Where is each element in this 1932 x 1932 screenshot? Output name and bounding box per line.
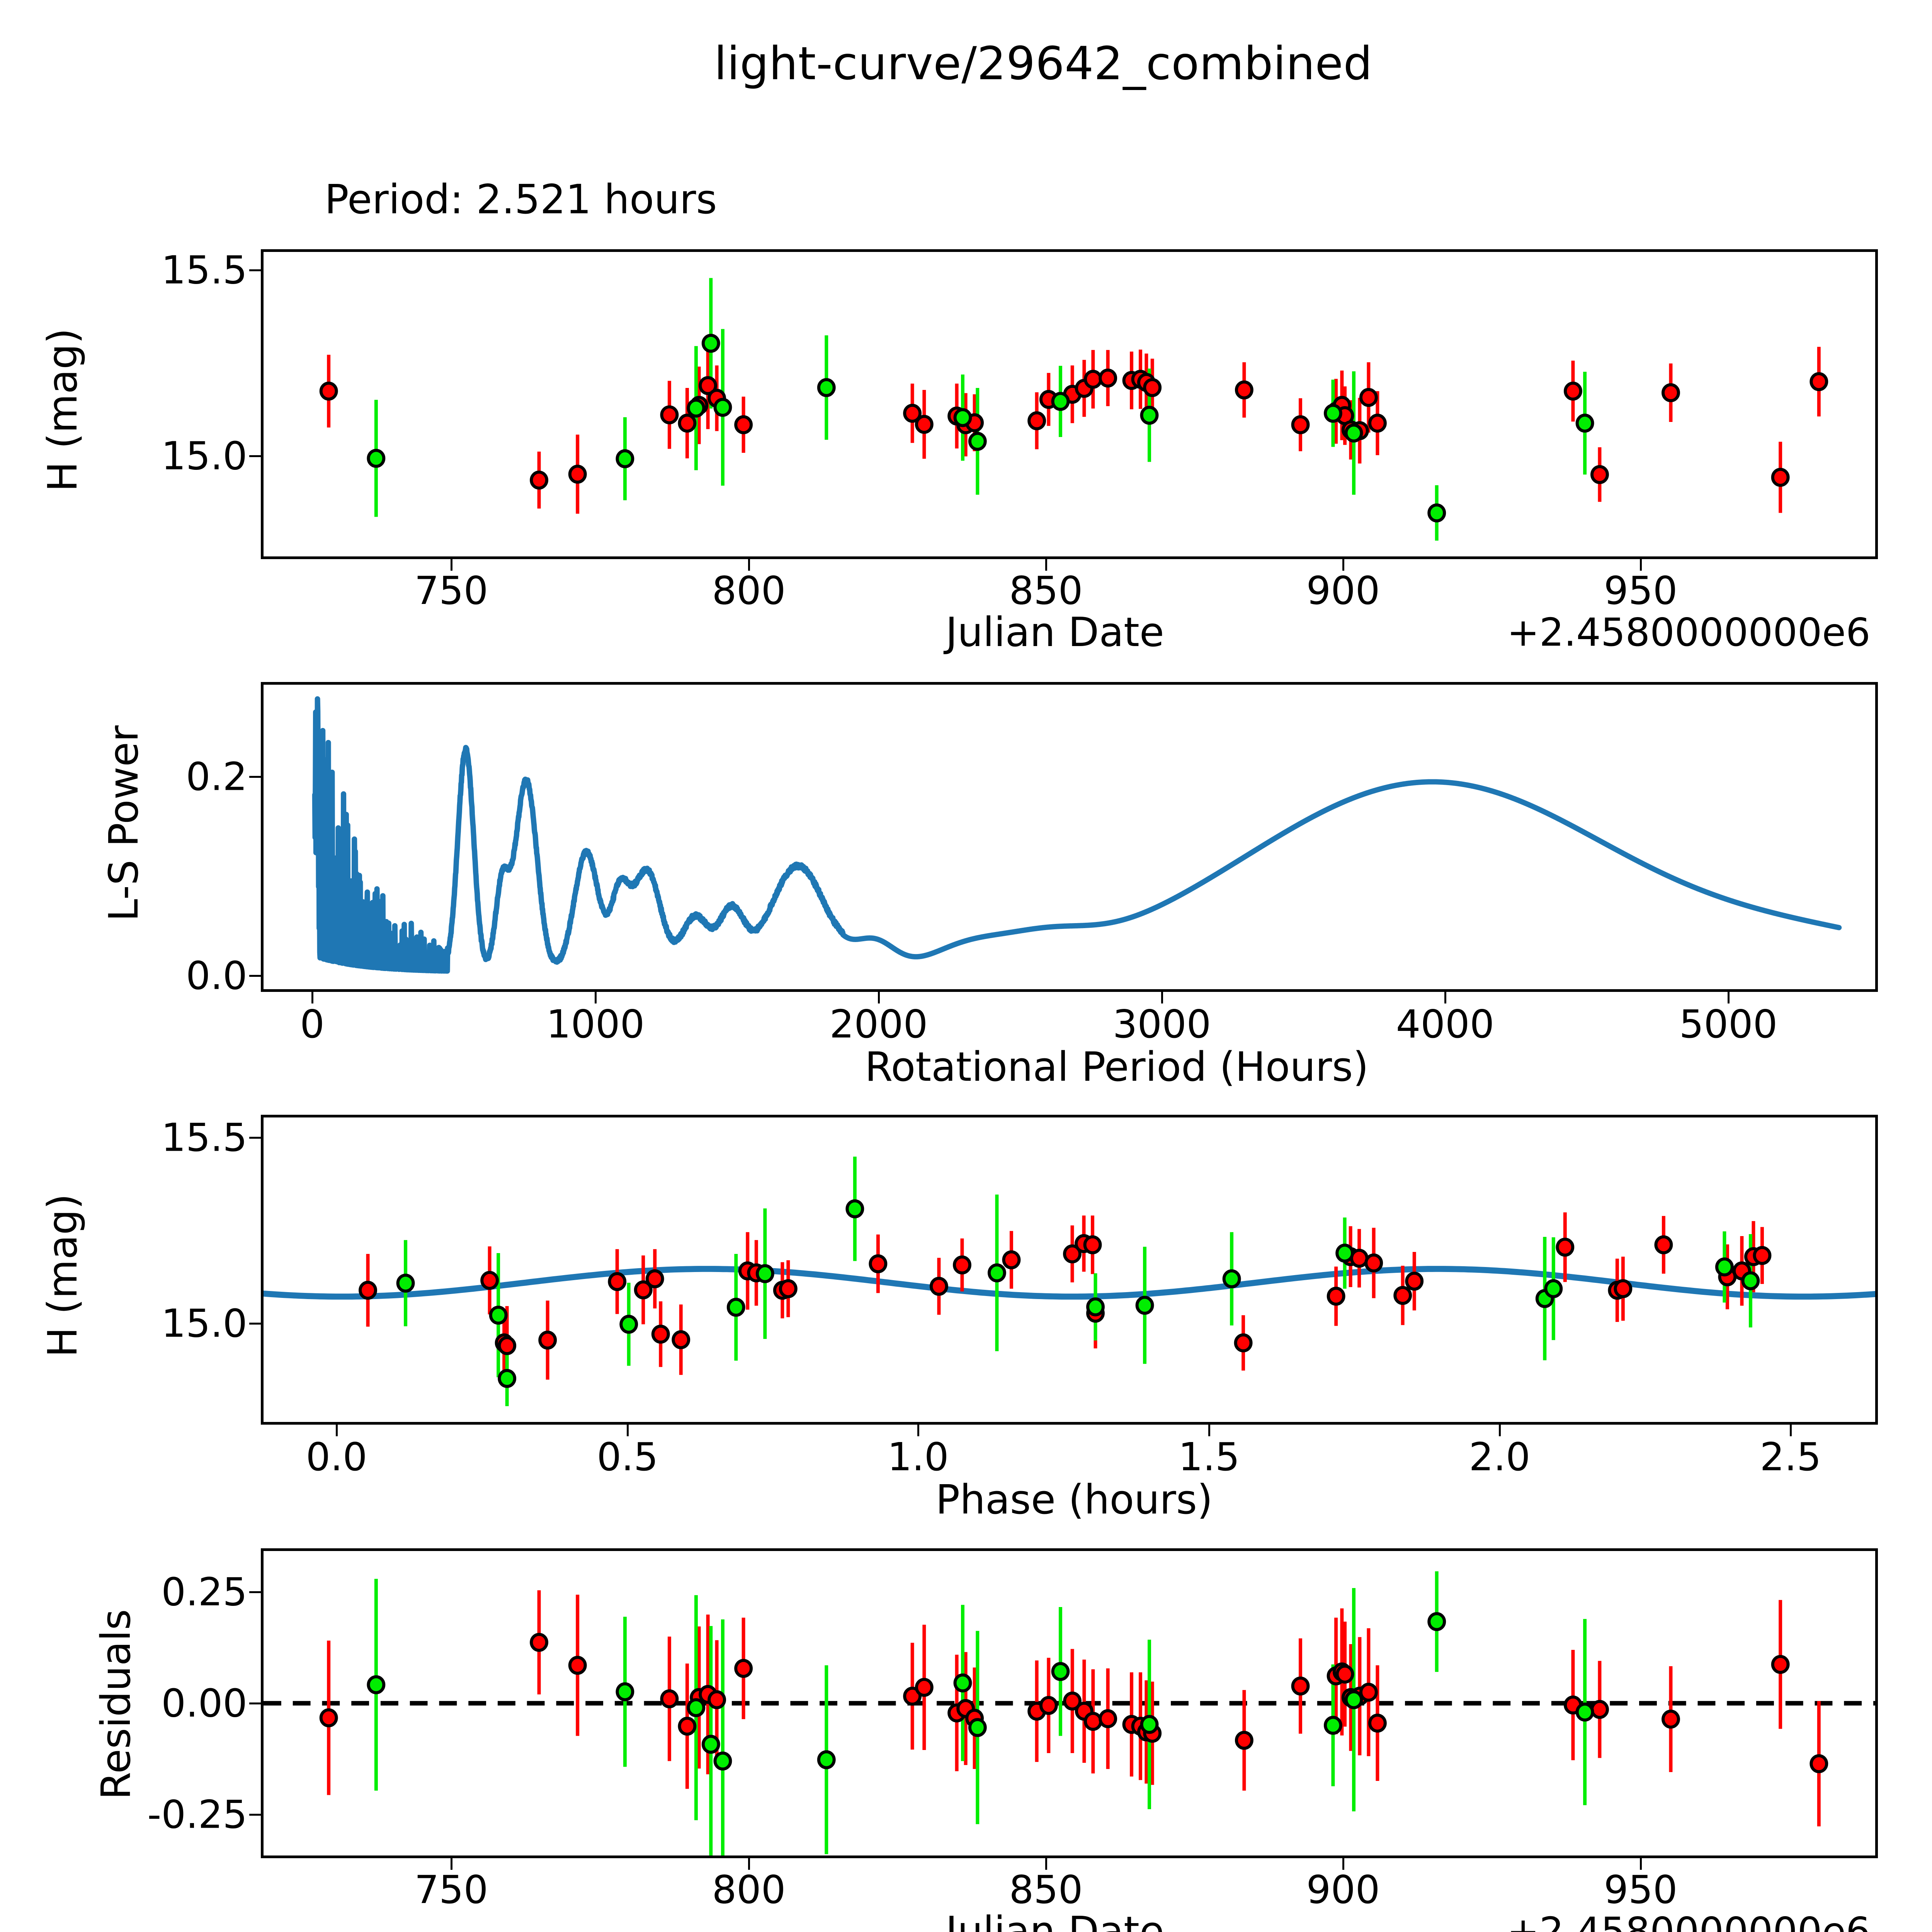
- residuals-canvas: [264, 1571, 1875, 1855]
- periodogram-ytickmark-0: [249, 975, 261, 977]
- residuals-ytickmark-1: [249, 1702, 261, 1704]
- lightcurve-x-axis-label: Julian Date: [946, 609, 1164, 656]
- residuals-xtick-850: 850: [1009, 1867, 1083, 1912]
- lightcurve-ytick-15p0: 15.0: [161, 433, 247, 479]
- residuals-xtick-900: 900: [1306, 1867, 1380, 1912]
- phased-xtick-2p0: 2.0: [1469, 1434, 1531, 1480]
- residuals-xtickmark-1: [748, 1858, 750, 1870]
- lightcurve-xtickmark-0: [451, 559, 452, 571]
- phased-xtick-2p5: 2.5: [1760, 1434, 1821, 1480]
- residuals-xtickmark-0: [451, 1858, 452, 1870]
- lightcurve-xtick-850: 850: [1009, 568, 1083, 613]
- phased-xtickmark-1: [627, 1425, 629, 1436]
- phased-xtickmark-2: [917, 1425, 919, 1436]
- periodogram-xtickmark-0: [311, 992, 313, 1003]
- lightcurve-plot-area: [261, 249, 1878, 559]
- phased-xtick-1p5: 1.5: [1178, 1434, 1240, 1480]
- phased-y-axis-label: H (mag): [39, 1194, 86, 1357]
- periodogram-xtick-0: 0: [300, 1002, 325, 1047]
- periodogram-ytick-0p0: 0.0: [185, 953, 247, 998]
- phased-plot-area: [261, 1115, 1878, 1425]
- phased-xtick-1p0: 1.0: [887, 1434, 949, 1480]
- periodogram-xtickmark-5: [1728, 992, 1730, 1003]
- lightcurve-xtickmark-1: [748, 559, 750, 571]
- lightcurve-canvas: [319, 278, 1828, 541]
- periodogram-ytick-0p2: 0.2: [185, 754, 247, 799]
- phased-xtickmark-0: [336, 1425, 338, 1436]
- phased-ytickmark-0: [249, 1323, 261, 1325]
- residuals-xtick-950: 950: [1604, 1867, 1678, 1912]
- periodogram-xtickmark-2: [878, 992, 880, 1003]
- phased-x-axis-label: Phase (hours): [935, 1476, 1213, 1523]
- phased-xtick-0p5: 0.5: [597, 1434, 658, 1480]
- periodogram-xtick-1000: 1000: [546, 1002, 645, 1047]
- residuals-ytick-0p00: 0.00: [161, 1680, 247, 1726]
- residuals-plot-area: [261, 1548, 1878, 1858]
- lightcurve-ytickmark-1: [249, 269, 261, 271]
- lightcurve-ytick-15p5: 15.5: [161, 247, 247, 293]
- phased-canvas: [264, 1156, 1875, 1406]
- periodogram-canvas: [312, 696, 1842, 974]
- residuals-xtick-750: 750: [414, 1867, 488, 1912]
- phased-xtickmark-4: [1499, 1425, 1501, 1436]
- lightcurve-y-axis-label: H (mag): [39, 328, 86, 492]
- residuals-xtickmark-4: [1640, 1858, 1642, 1870]
- lightcurve-ytickmark-0: [249, 455, 261, 457]
- residuals-ytickmark-2: [249, 1591, 261, 1593]
- periodogram-xtickmark-1: [595, 992, 597, 1003]
- residuals-ytick-neg0p25: -0.25: [147, 1792, 247, 1837]
- periodogram-ytickmark-1: [249, 776, 261, 778]
- phased-xtick-0p0: 0.0: [306, 1434, 367, 1480]
- phased-xtickmark-3: [1208, 1425, 1210, 1436]
- period-annotation: Period: 2.521 hours: [325, 176, 717, 223]
- lightcurve-x-offset-text: +2.4580000000e6: [1507, 610, 1871, 655]
- periodogram-xtick-4000: 4000: [1396, 1002, 1495, 1047]
- periodogram-xtick-3000: 3000: [1112, 1002, 1211, 1047]
- residuals-ytickmark-0: [249, 1814, 261, 1816]
- residuals-x-axis-label: Julian Date: [946, 1908, 1164, 1932]
- periodogram-xtickmark-4: [1444, 992, 1446, 1003]
- phased-ytickmark-1: [249, 1137, 261, 1139]
- periodogram-xtickmark-3: [1161, 992, 1163, 1003]
- residuals-xtickmark-2: [1045, 1858, 1047, 1870]
- phased-ytick-15p0: 15.0: [161, 1301, 247, 1346]
- periodogram-xtick-5000: 5000: [1679, 1002, 1778, 1047]
- lightcurve-xtickmark-2: [1045, 559, 1047, 571]
- phased-xtickmark-5: [1790, 1425, 1792, 1436]
- lightcurve-xtick-950: 950: [1604, 568, 1678, 613]
- lightcurve-xtickmark-3: [1342, 559, 1344, 571]
- periodogram-x-axis-label: Rotational Period (Hours): [865, 1043, 1369, 1090]
- residuals-x-offset-text: +2.4580000000e6: [1507, 1909, 1871, 1932]
- lightcurve-xtickmark-4: [1640, 559, 1642, 571]
- periodogram-xtick-2000: 2000: [829, 1002, 928, 1047]
- residuals-ytick-0p25: 0.25: [161, 1569, 247, 1615]
- residuals-xtick-800: 800: [712, 1867, 786, 1912]
- lightcurve-xtick-800: 800: [712, 568, 786, 613]
- lightcurve-xtick-750: 750: [414, 568, 488, 613]
- periodogram-plot-area: [261, 682, 1878, 992]
- phased-ytick-15p5: 15.5: [161, 1115, 247, 1160]
- lightcurve-xtick-900: 900: [1306, 568, 1380, 613]
- page-title: light-curve/29642_combined: [714, 37, 1372, 90]
- residuals-xtickmark-3: [1342, 1858, 1344, 1870]
